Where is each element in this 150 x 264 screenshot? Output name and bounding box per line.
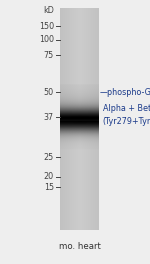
Text: 20: 20 [44,172,54,181]
Text: 50: 50 [44,88,54,97]
Text: mo. heart: mo. heart [58,242,100,251]
Text: 75: 75 [44,51,54,60]
Text: (Tyr279+Tyr216): (Tyr279+Tyr216) [103,117,150,126]
Text: —phospho-GSK3: —phospho-GSK3 [100,88,150,97]
Text: 15: 15 [44,183,54,192]
Text: 37: 37 [44,113,54,122]
Text: 100: 100 [39,35,54,44]
Text: kD: kD [43,6,54,15]
Text: 150: 150 [39,22,54,31]
Text: 25: 25 [44,153,54,162]
Text: Alpha + Beta: Alpha + Beta [103,104,150,113]
